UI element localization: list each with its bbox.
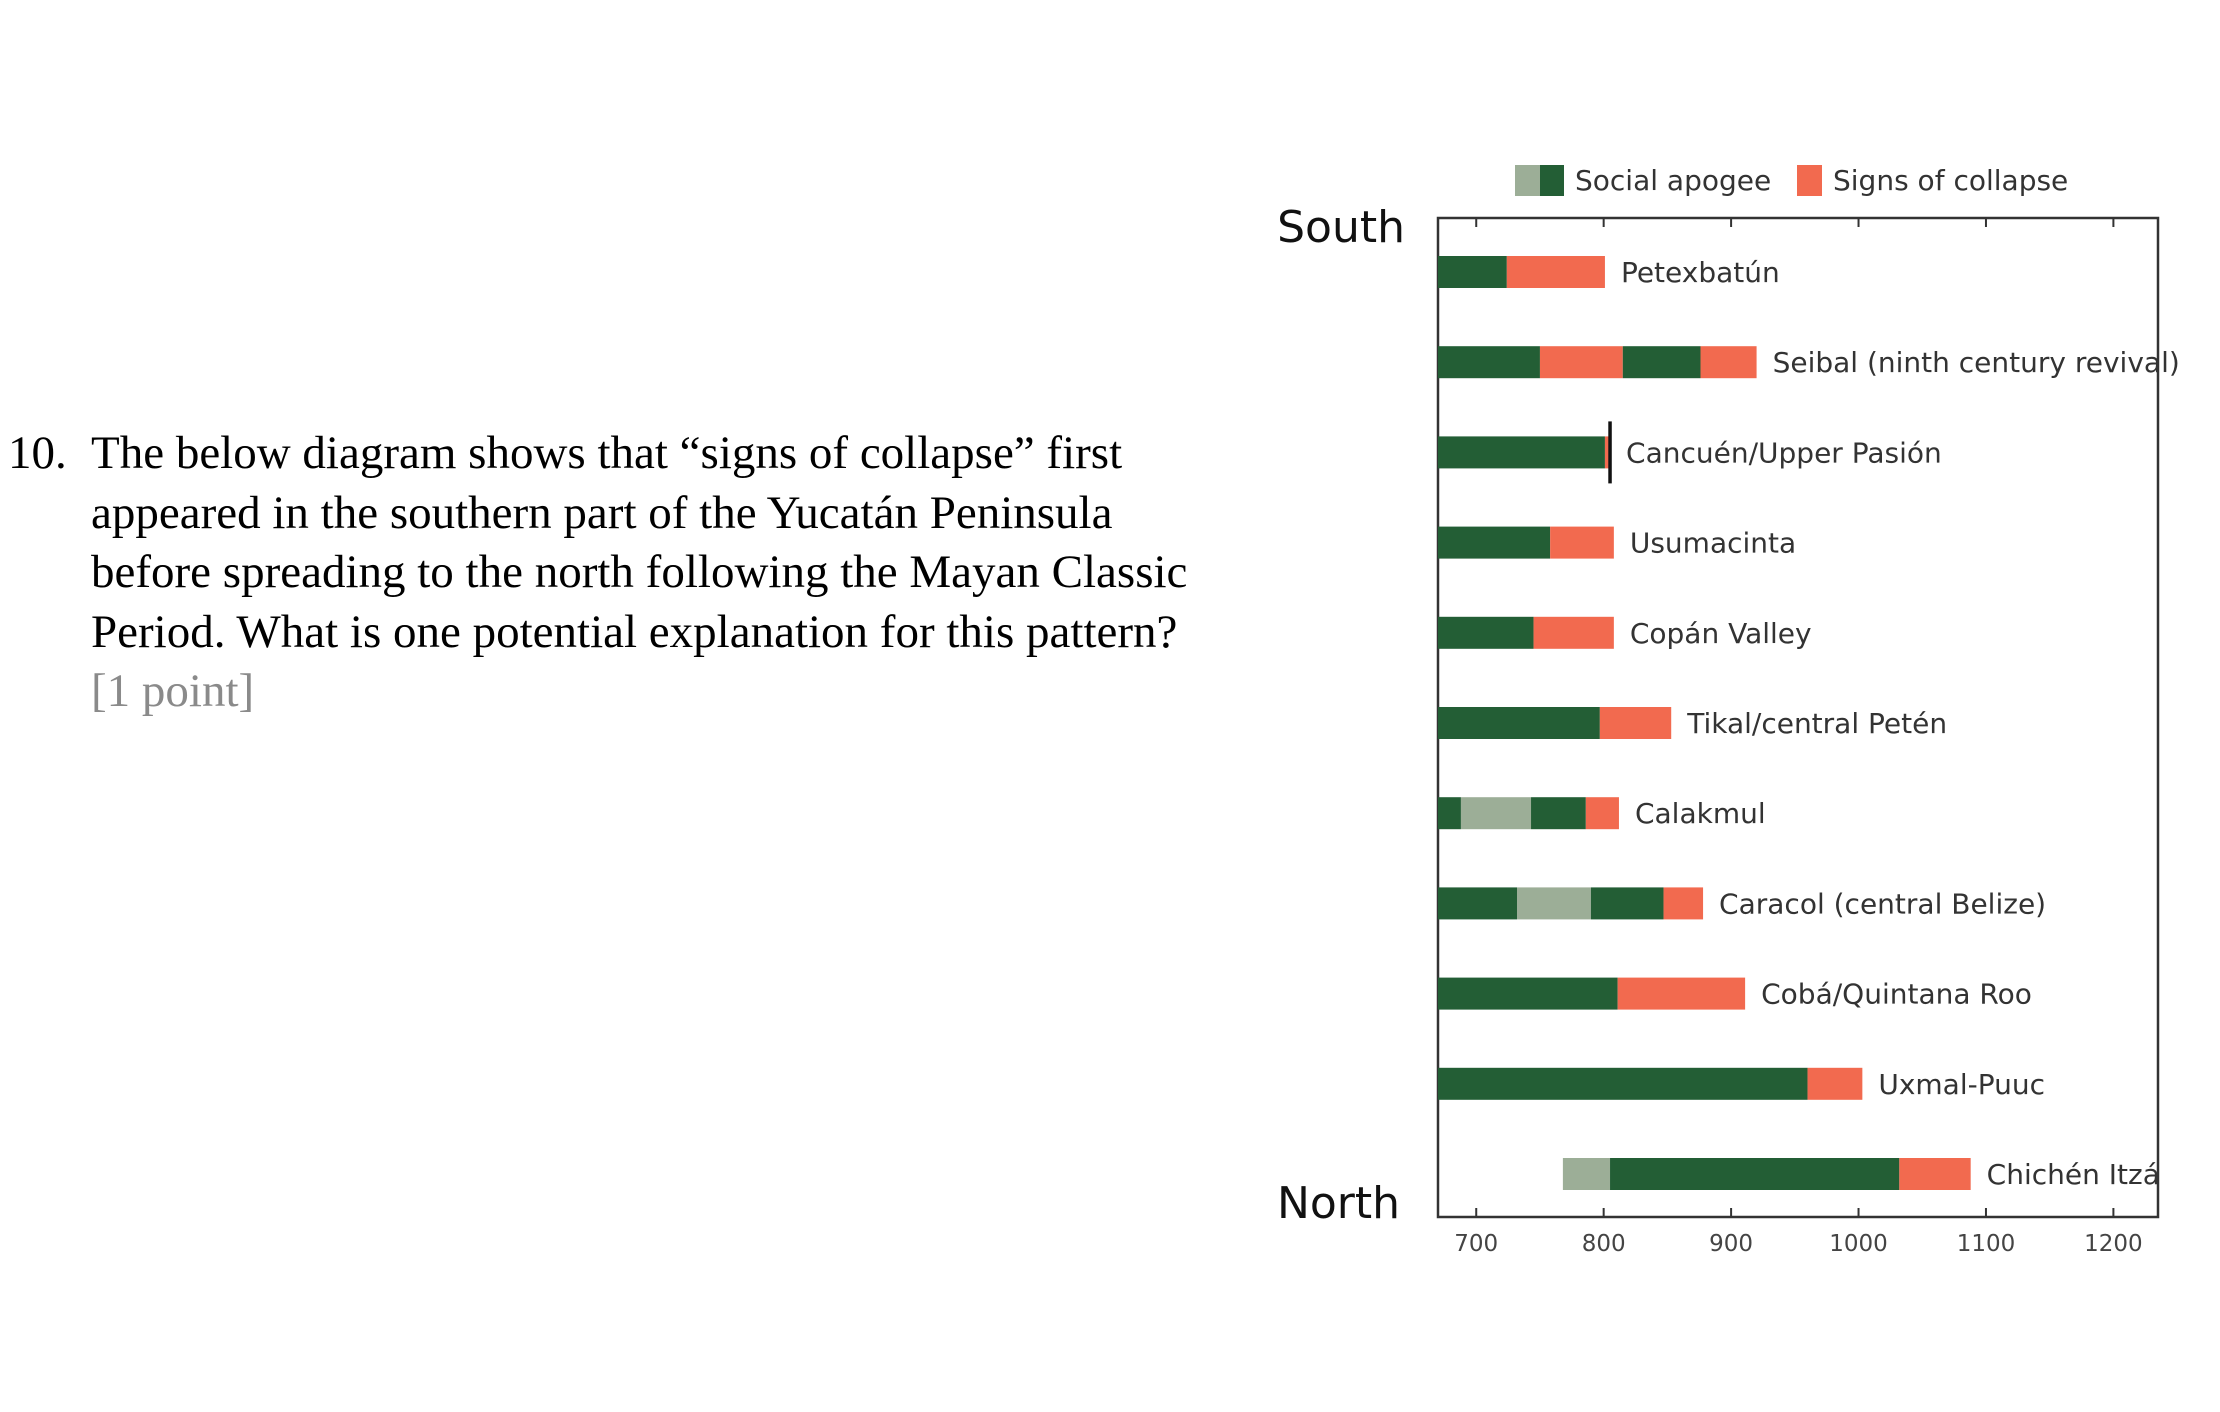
bar-segment-apogee xyxy=(1622,346,1701,379)
bar-row-uxmal-puuc xyxy=(1438,1067,1863,1100)
x-tick-label: 800 xyxy=(1582,1231,1626,1257)
legend-entry-signs-of-collapse: Signs of collapse xyxy=(1797,164,2068,197)
bar-segment-apogee xyxy=(1438,256,1507,288)
bar-label-copan-valley: Copán Valley xyxy=(1630,617,1812,650)
bar-segment-collapse xyxy=(1663,887,1704,920)
bar-label-calakmul: Calakmul xyxy=(1635,797,1766,830)
bar-row-usumacinta xyxy=(1438,526,1614,559)
bar-segment-apogee xyxy=(1438,1067,1808,1100)
bar-label-usumacinta: Usumacinta xyxy=(1630,527,1796,560)
y-axis-bottom-label: North xyxy=(1277,1178,1400,1229)
legend-entry-social-apogee: Social apogee xyxy=(1515,164,1771,197)
bar-segment-collapse xyxy=(1506,256,1605,288)
bar-label-petexbatun: Petexbatún xyxy=(1621,256,1780,289)
bar-segment-apogee-light xyxy=(1460,797,1532,830)
legend-label-signs-of-collapse: Signs of collapse xyxy=(1833,164,2068,197)
bar-row-caracol-central-belize xyxy=(1438,887,1704,920)
x-tick-label: 700 xyxy=(1454,1231,1498,1257)
bar-segment-apogee xyxy=(1531,797,1586,830)
bar-row-petexbatun xyxy=(1438,256,1605,288)
chart-bars xyxy=(1438,256,1971,1190)
bar-segment-apogee xyxy=(1438,436,1605,469)
bar-row-copan-valley xyxy=(1438,616,1614,649)
chart-legend: Social apogee Signs of collapse xyxy=(1515,164,2068,197)
bar-segment-collapse xyxy=(1533,616,1614,649)
legend-swatch-apogee-light xyxy=(1515,165,1540,196)
question-10: 10. The below diagram shows that “signs … xyxy=(8,424,1228,722)
x-tick-label: 900 xyxy=(1709,1231,1753,1257)
bar-label-caracol-central-belize: Caracol (central Belize) xyxy=(1719,887,2046,920)
bar-segment-collapse xyxy=(1604,436,1611,469)
x-axis-ticks: 700 800 900 1000 1100 1200 xyxy=(1454,218,2143,1257)
bar-segment-collapse xyxy=(1899,1158,1971,1190)
bar-segment-apogee xyxy=(1438,887,1518,920)
bar-segment-collapse xyxy=(1807,1067,1863,1100)
legend-label-social-apogee: Social apogee xyxy=(1575,164,1771,197)
bar-segment-apogee xyxy=(1438,526,1551,559)
bar-segment-apogee-light xyxy=(1517,887,1591,920)
bar-segment-apogee-light xyxy=(1562,1158,1611,1190)
bar-segment-apogee xyxy=(1610,1158,1900,1190)
bar-label-tikal-central-peten: Tikal/central Petén xyxy=(1686,707,1947,740)
bar-segment-collapse xyxy=(1539,346,1623,379)
bar-segment-apogee xyxy=(1438,977,1618,1010)
bar-row-calakmul xyxy=(1438,797,1619,830)
question-text: The below diagram shows that “signs of c… xyxy=(91,427,1188,658)
bar-labels: Petexbatún Seibal (ninth century revival)… xyxy=(1621,256,2180,1191)
bar-row-chichen-itza xyxy=(1562,1158,1971,1190)
question-number: 10. xyxy=(8,427,67,479)
x-tick-label: 1200 xyxy=(2084,1231,2143,1257)
bar-segment-apogee xyxy=(1438,616,1534,649)
bar-segment-collapse xyxy=(1550,526,1614,559)
x-tick-label: 1000 xyxy=(1829,1231,1888,1257)
bar-segment-apogee xyxy=(1590,887,1664,920)
bar-row-tikal-central-peten xyxy=(1438,707,1672,739)
bar-segment-collapse xyxy=(1599,707,1672,739)
bar-label-seibal-ninth-century-revival: Seibal (ninth century revival) xyxy=(1773,346,2180,379)
question-body: The below diagram shows that “signs of c… xyxy=(91,424,1228,722)
bar-row-coba-quintana-roo xyxy=(1438,977,1746,1010)
x-tick-label: 1100 xyxy=(1957,1231,2016,1257)
bar-segment-collapse xyxy=(1585,797,1619,830)
bar-segment-collapse xyxy=(1700,346,1757,379)
bar-label-coba-quintana-roo: Cobá/Quintana Roo xyxy=(1761,978,2032,1011)
bar-segment-apogee xyxy=(1438,346,1540,379)
legend-swatch-collapse xyxy=(1797,165,1822,196)
bar-segment-collapse xyxy=(1617,977,1746,1010)
legend-swatch-apogee-dark xyxy=(1540,165,1564,196)
bar-segment-apogee xyxy=(1438,797,1461,830)
y-axis-labels: South North xyxy=(1277,202,1405,1229)
question-points: [1 point] xyxy=(91,665,255,717)
bar-label-cancuen-upper-pasion: Cancuén/Upper Pasión xyxy=(1626,436,1942,469)
bar-row-cancuen-upper-pasion xyxy=(1438,421,1612,484)
bar-label-chichen-itza: Chichén Itzá xyxy=(1987,1158,2160,1191)
y-axis-top-label: South xyxy=(1277,202,1405,253)
bar-row-seibal-ninth-century-revival xyxy=(1438,346,1757,379)
bar-segment-apogee xyxy=(1438,707,1600,739)
bar-label-uxmal-puuc: Uxmal-Puuc xyxy=(1878,1068,2045,1101)
